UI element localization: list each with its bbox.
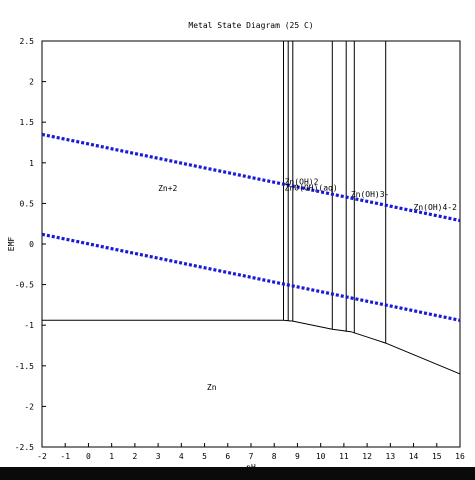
chart-title: Metal State Diagram (25 C)	[188, 21, 313, 30]
x-tick-label: -2	[37, 452, 47, 461]
x-tick-label: 13	[386, 452, 396, 461]
y-tick-label: -1.5	[15, 362, 34, 371]
x-tick-label: 8	[272, 452, 277, 461]
x-tick-label: 12	[362, 452, 372, 461]
x-tick-label: 9	[295, 452, 300, 461]
metal-state-diagram: Metal State Diagram (25 C) -2 -1 0 1 2 3 4 5 6 7 8…	[7, 21, 465, 461]
x-tick-label: 1	[109, 452, 114, 461]
y-tick-label: 2.5	[20, 37, 35, 46]
x-tick-label: 6	[225, 452, 230, 461]
region-label: Zn(OH)4-2	[414, 203, 458, 212]
x-tick-label: -1	[60, 452, 70, 461]
x-tick-label: 2	[132, 452, 137, 461]
water-line-1	[41, 232, 461, 322]
x-tick-label: 11	[339, 452, 349, 461]
x-tick-label: 0	[86, 452, 91, 461]
y-tick-label: 1.5	[20, 118, 35, 127]
bottom-bar	[0, 467, 475, 480]
y-tick-label: 0.5	[20, 199, 35, 208]
region-label: Zn(OH)3-	[351, 190, 390, 199]
chart-page: Metal State Diagram (25 C) -2 -1 0 1 2 3 4 5 6 7 8…	[0, 0, 475, 467]
x-tick-label: 14	[409, 452, 419, 461]
y-tick-label: -0.5	[15, 281, 34, 290]
water-stability-lines	[41, 132, 461, 322]
x-axis-ticks: -2 -1 0 1 2 3 4 5 6 7 8 9 10 11 12 13 14 15 16	[37, 443, 465, 461]
y-tick-label: -1	[24, 321, 34, 330]
x-tick-label: 15	[432, 452, 442, 461]
x-tick-label: 7	[249, 452, 254, 461]
y-axis-label: EMF	[7, 237, 16, 252]
x-tick-label: 16	[455, 452, 465, 461]
region-label: Zn	[207, 383, 217, 392]
y-tick-label: 2	[29, 78, 34, 87]
plot-area	[41, 40, 461, 448]
y-tick-label: -2	[24, 402, 34, 411]
x-tick-label: 4	[179, 452, 184, 461]
y-tick-label: 1	[29, 159, 34, 168]
boundary-lines	[42, 41, 461, 375]
region-label: Zn+2	[158, 184, 177, 193]
x-tick-label: 10	[316, 452, 326, 461]
x-tick-label: 5	[202, 452, 207, 461]
x-tick-label: 3	[156, 452, 161, 461]
y-tick-label: -2.5	[15, 443, 34, 452]
region-label: Zn(OH)2	[285, 178, 319, 187]
region-label: ZnO(OH)(aq)	[285, 183, 338, 192]
y-axis-ticks: -2.5 -2 -1.5 -1 -0.5 0 0.5 1 1.5 2 2.5	[15, 37, 46, 452]
y-tick-label: 0	[29, 240, 34, 249]
water-line-0	[41, 132, 461, 223]
